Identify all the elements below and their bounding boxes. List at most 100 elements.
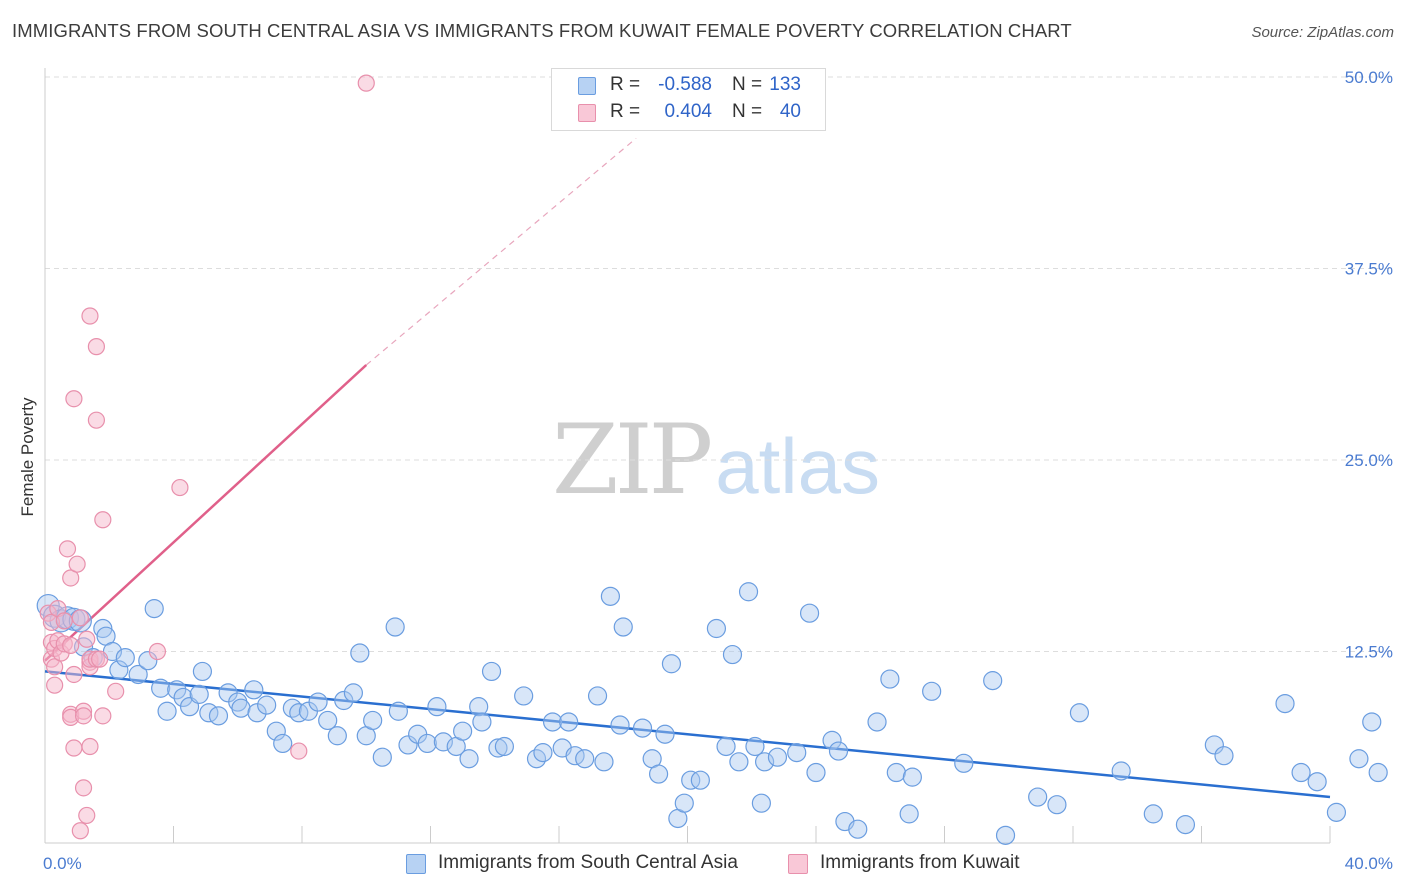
blue-data-point xyxy=(1111,761,1131,781)
blue-data-point xyxy=(600,586,621,606)
blue-data-point xyxy=(559,712,579,732)
blue-data-point xyxy=(648,764,669,784)
blue-data-point xyxy=(1069,703,1090,723)
legend-blue-r-value: -0.588 xyxy=(658,74,712,95)
blue-data-point xyxy=(372,747,392,767)
pink-data-point xyxy=(58,540,77,558)
blue-data-point xyxy=(1204,735,1224,755)
pink-data-point xyxy=(46,658,64,676)
data-points xyxy=(36,74,1388,845)
blue-data-point xyxy=(806,762,826,783)
blue-data-point xyxy=(93,618,113,639)
blue-data-point xyxy=(488,738,508,758)
blue-data-point xyxy=(1175,815,1196,835)
blue-data-point xyxy=(318,710,338,731)
blue-data-point xyxy=(144,599,164,619)
blue-data-point xyxy=(922,681,942,701)
pink-data-point xyxy=(357,74,375,92)
blue-data-point xyxy=(661,654,682,674)
blue-data-point xyxy=(542,712,563,732)
blue-data-point xyxy=(343,683,363,703)
blue-data-point xyxy=(610,715,630,735)
y-tick-label: 37.5% xyxy=(1345,260,1393,279)
blue-data-point xyxy=(192,661,213,682)
blue-data-point xyxy=(587,686,608,706)
pink-data-point xyxy=(71,609,89,627)
blue-data-point xyxy=(266,721,286,741)
bottom-legend-blue-label: Immigrants from South Central Asia xyxy=(438,852,738,873)
pink-trend-extension xyxy=(365,137,637,366)
blue-data-point xyxy=(273,733,293,754)
blue-data-point xyxy=(674,793,694,813)
pink-data-point xyxy=(71,822,89,840)
pink-data-point xyxy=(107,682,125,700)
blue-data-point xyxy=(257,695,277,715)
blue-data-point xyxy=(1307,772,1327,792)
blue-data-point xyxy=(1326,802,1347,822)
y-axis-label: Female Poverty xyxy=(18,397,37,517)
chart-title: IMMIGRANTS FROM SOUTH CENTRAL ASIA VS IM… xyxy=(12,20,1072,41)
legend-blue-n-value: 133 xyxy=(769,74,801,95)
blue-data-point xyxy=(363,710,383,731)
blue-data-point xyxy=(244,680,264,700)
blue-data-point xyxy=(745,736,765,757)
x-tick-label: 40.0% xyxy=(1345,854,1393,873)
blue-data-point xyxy=(167,680,187,700)
blue-data-point xyxy=(514,686,534,706)
blue-data-point xyxy=(231,698,251,718)
blue-data-point xyxy=(453,721,473,741)
legend-pink-r-label: R = xyxy=(610,101,641,122)
blue-data-point xyxy=(247,703,267,723)
blue-data-point xyxy=(1275,693,1295,714)
blue-data-point xyxy=(799,603,820,623)
blue-data-point xyxy=(848,819,868,839)
blue-data-point xyxy=(867,712,887,732)
pink-data-point xyxy=(62,636,80,654)
blue-data-point xyxy=(151,678,171,698)
y-tick-label: 50.0% xyxy=(1345,68,1393,87)
trend-lines xyxy=(44,137,1331,799)
blue-data-point xyxy=(706,618,727,639)
blue-data-point xyxy=(738,582,759,602)
blue-data-point xyxy=(427,697,447,717)
pink-data-point xyxy=(290,742,308,760)
pink-data-point xyxy=(78,630,96,648)
pink-data-point xyxy=(81,737,99,756)
blue-data-point xyxy=(880,669,900,689)
blue-data-point xyxy=(613,617,633,637)
pink-data-point xyxy=(65,665,83,684)
blue-data-point xyxy=(533,743,553,763)
blue-data-point xyxy=(398,735,418,755)
blue-data-point xyxy=(1047,795,1067,815)
legend-pink-swatch xyxy=(578,104,596,122)
pink-data-point xyxy=(68,555,86,573)
blue-data-point xyxy=(594,752,614,772)
source-label: Source: ZipAtlas.com xyxy=(1251,24,1394,41)
blue-trend-line xyxy=(44,670,1331,799)
blue-data-point xyxy=(128,664,148,685)
blue-data-point xyxy=(494,736,514,757)
blue-data-point xyxy=(754,752,775,772)
pink-data-point xyxy=(65,390,83,408)
blue-data-point xyxy=(983,671,1003,691)
blue-data-point xyxy=(385,617,405,637)
blue-data-point xyxy=(1214,746,1234,766)
blue-data-point xyxy=(751,793,771,813)
pink-trend-line xyxy=(44,364,368,662)
pink-data-point xyxy=(65,739,83,757)
blue-data-point xyxy=(899,804,919,824)
blue-data-point xyxy=(481,661,502,682)
x-tick-label: 0.0% xyxy=(43,854,82,873)
legend-pink-r-value: 0.404 xyxy=(664,101,712,122)
blue-data-point xyxy=(334,690,354,711)
legend-pink-n-value: 40 xyxy=(779,101,801,122)
blue-data-point xyxy=(308,692,328,712)
blue-data-point xyxy=(1362,712,1382,732)
blue-data-point xyxy=(157,701,177,721)
pink-data-point xyxy=(55,612,73,630)
blue-data-point xyxy=(575,749,595,769)
blue-data-point xyxy=(690,770,710,790)
axes xyxy=(44,68,1331,844)
pink-data-point xyxy=(171,478,189,497)
